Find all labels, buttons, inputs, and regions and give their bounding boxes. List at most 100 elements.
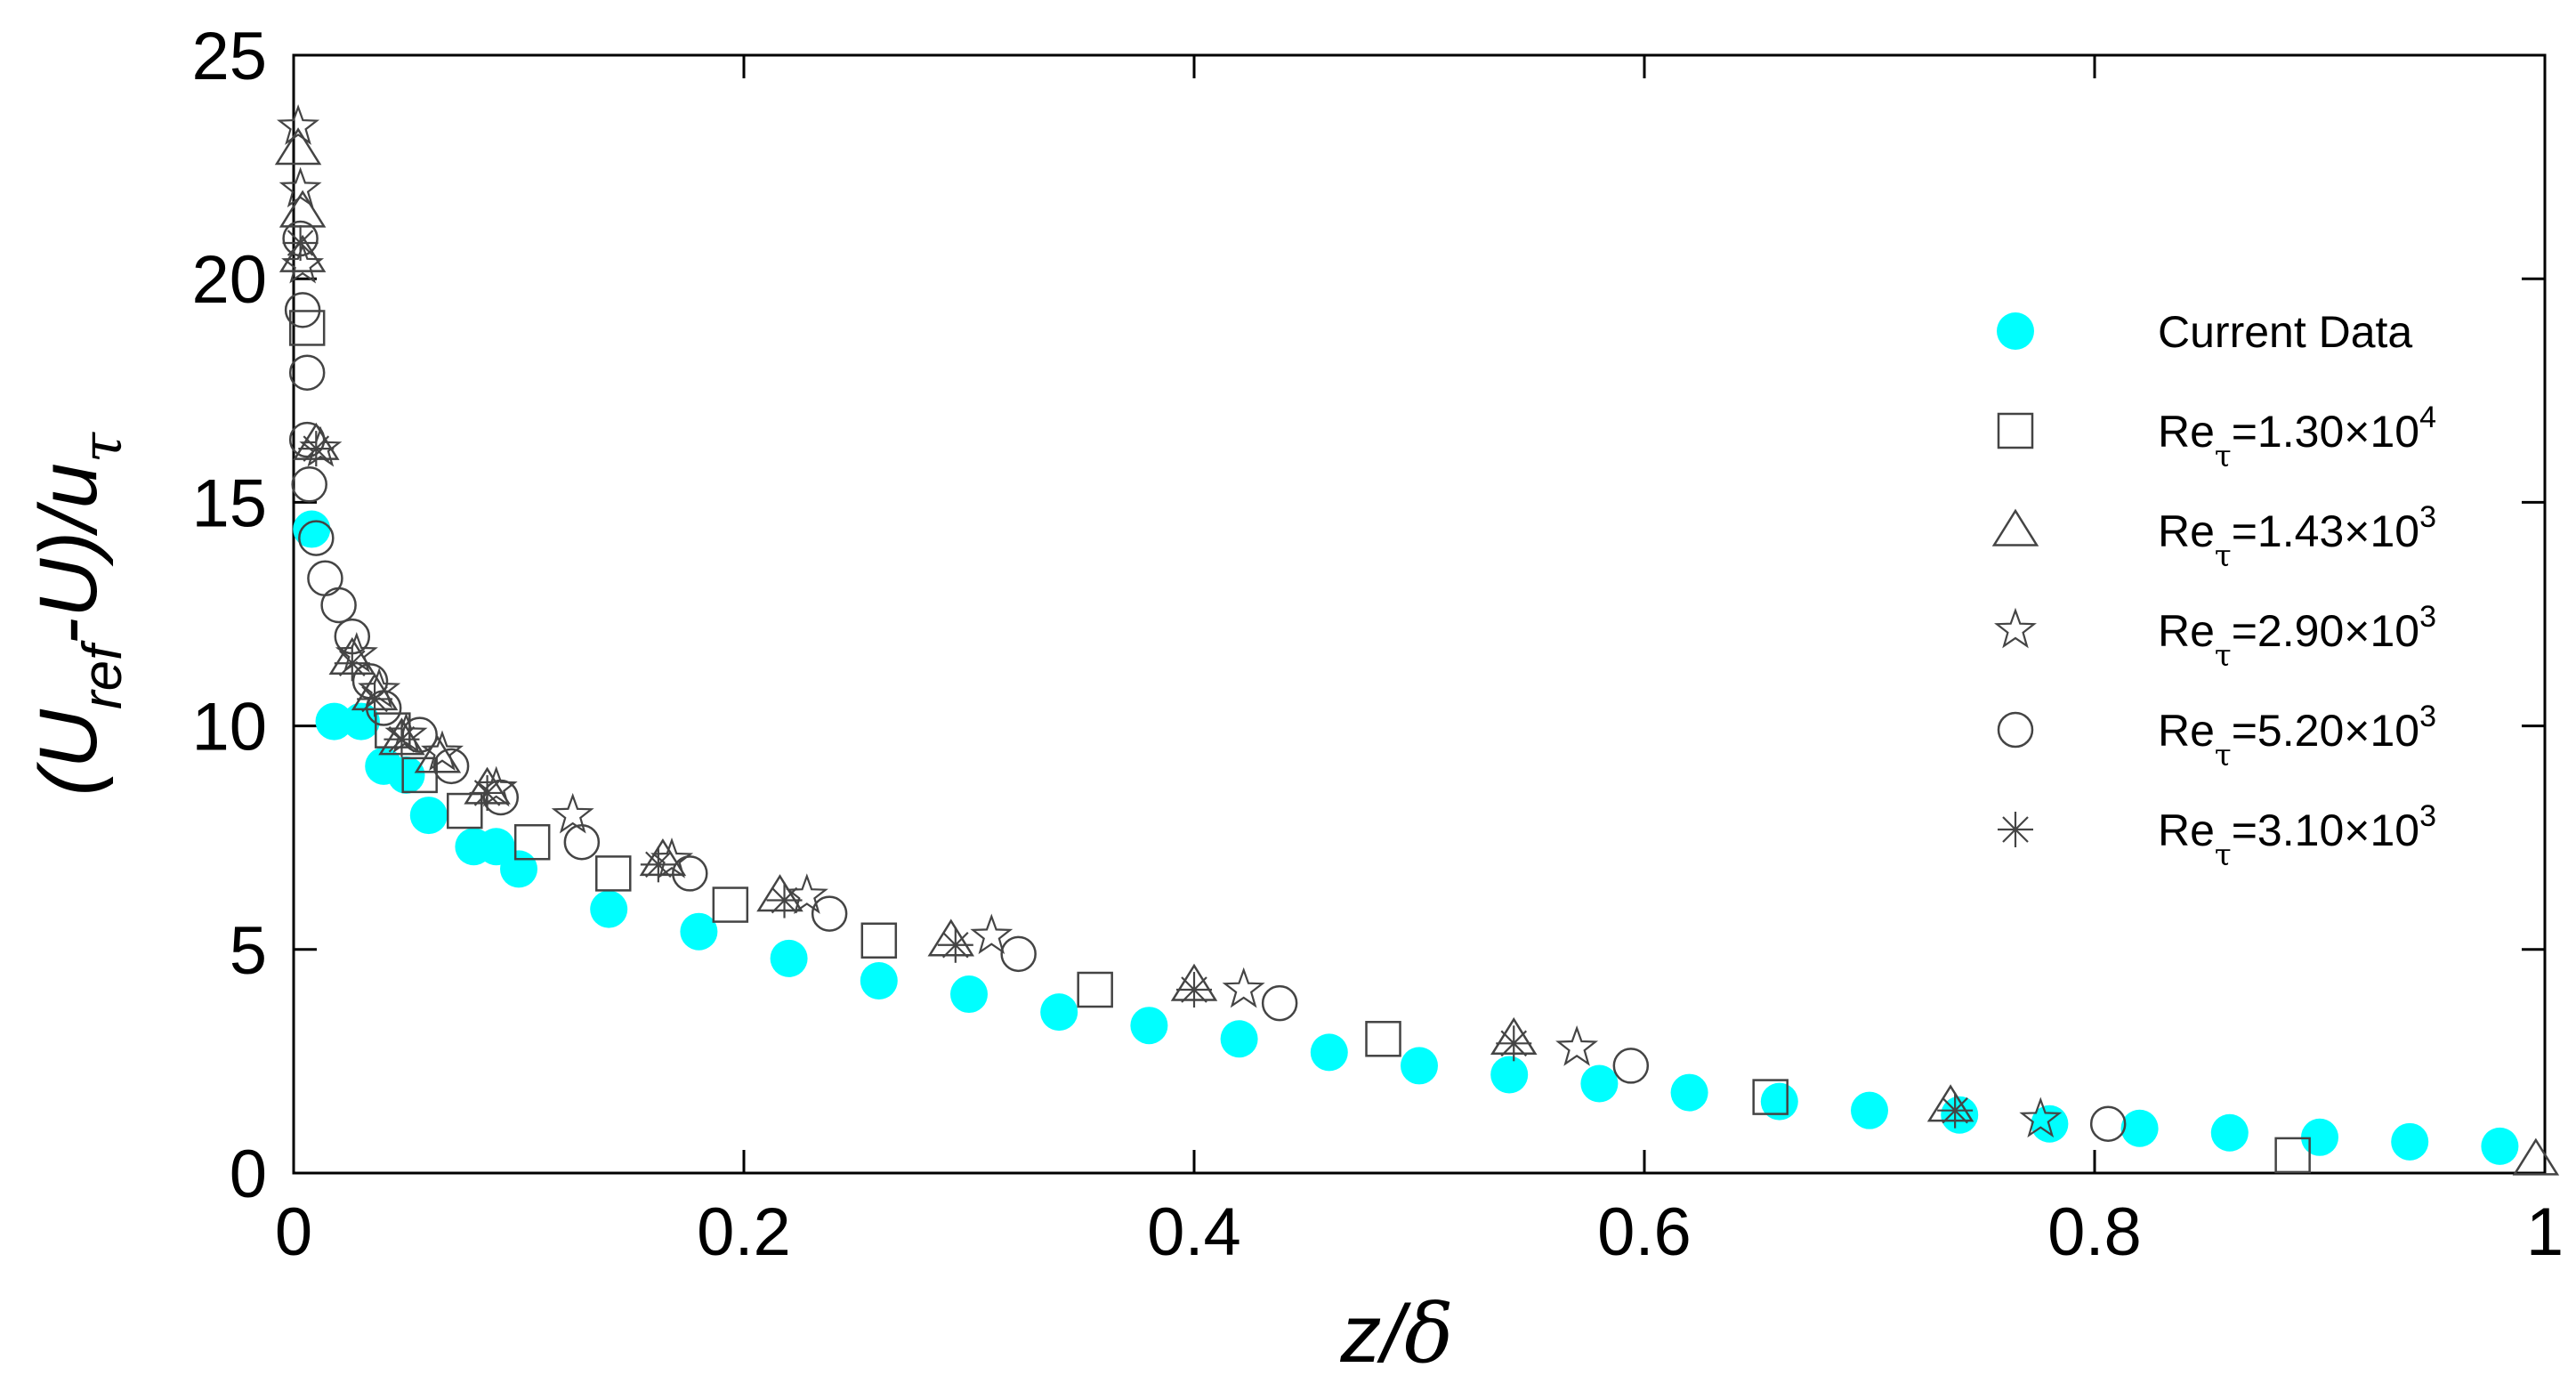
series-2 — [274, 127, 2560, 1176]
data-point — [950, 975, 988, 1014]
data-point — [500, 850, 537, 888]
data-point — [384, 721, 420, 757]
marker-stroke — [361, 685, 388, 713]
legend-label-exp: 3 — [2419, 600, 2436, 634]
marker-shape — [299, 425, 343, 467]
data-point — [315, 702, 353, 741]
legend-label-exp: 3 — [2419, 500, 2436, 534]
marker-shape — [1997, 412, 2034, 449]
marker-shape — [1310, 1033, 1348, 1072]
legend-label-name: Re — [2158, 706, 2215, 756]
legend-label: Reτ=5.20×103 — [2158, 700, 2436, 773]
legend: Current DataReτ=1.30×104Reτ=1.43×103Reτ=… — [1991, 307, 2436, 873]
marker-shape — [1490, 1056, 1529, 1094]
marker-shape — [785, 873, 828, 914]
marker-stroke — [287, 230, 314, 256]
legend-label: Current Data — [2158, 307, 2412, 357]
marker-stroke — [473, 780, 501, 806]
y-axis-label-part-b: -U)/u — [23, 463, 114, 644]
data-point — [421, 730, 464, 772]
data-point — [298, 520, 335, 556]
legend-label-exp: 3 — [2419, 700, 2436, 733]
marker-shape — [2089, 1105, 2127, 1142]
marker-shape — [1997, 711, 2034, 749]
marker-stroke — [942, 931, 969, 959]
data-point — [1670, 1073, 1708, 1112]
data-point — [277, 104, 320, 145]
data-point — [2512, 1137, 2560, 1176]
marker-shape — [970, 913, 1013, 955]
legend-label-sub: τ — [2215, 439, 2232, 474]
data-point — [299, 425, 343, 467]
data-point — [712, 886, 749, 923]
marker-shape — [1000, 935, 1037, 973]
marker-shape — [590, 890, 628, 928]
data-point — [2481, 1127, 2519, 1165]
data-point — [409, 797, 448, 835]
x-tick-label: 0 — [275, 1194, 312, 1270]
data-point — [860, 922, 898, 959]
legend-label-name: Re — [2158, 805, 2215, 855]
legend-label-value: =3.10×10 — [2232, 805, 2419, 855]
marker-shape — [291, 466, 327, 503]
marker-shape — [279, 190, 327, 228]
marker-shape — [1220, 1020, 1258, 1058]
data-point — [447, 792, 483, 830]
x-axis-label-greek: δ — [1404, 1286, 1453, 1381]
data-point — [1851, 1091, 1888, 1129]
legend-label-sub: τ — [2215, 738, 2232, 773]
marker-shape — [712, 886, 749, 923]
x-tick-label: 0.8 — [2047, 1194, 2142, 1270]
marker-shape — [421, 730, 464, 772]
data-point — [1555, 1025, 1599, 1066]
legend-label: Reτ=2.90×103 — [2158, 600, 2436, 674]
marker-shape — [1612, 1048, 1650, 1084]
data-point — [640, 846, 676, 883]
y-axis-label: (Uref-U)/uτ — [23, 431, 134, 796]
data-point — [970, 913, 1013, 955]
legend-marker — [1994, 607, 2037, 649]
data-point — [282, 225, 319, 262]
marker-shape — [1752, 1079, 1789, 1115]
marker-shape — [409, 797, 448, 835]
legend-label-sub: τ — [2215, 838, 2232, 873]
y-axis-label-sub-b: τ — [69, 431, 134, 463]
marker-shape — [432, 748, 470, 785]
data-point — [279, 190, 327, 228]
marker-shape — [284, 292, 321, 328]
series-3 — [277, 104, 2063, 1138]
data-point — [2274, 1137, 2311, 1174]
marker-shape — [320, 587, 357, 624]
legend-label-name: Re — [2158, 506, 2215, 556]
data-point — [766, 882, 803, 919]
marker-shape — [1997, 312, 2034, 350]
data-point — [291, 466, 327, 503]
legend-marker — [1997, 412, 2034, 449]
marker-shape — [1401, 1047, 1438, 1085]
marker-shape — [288, 310, 326, 346]
data-point — [414, 735, 462, 773]
data-point — [1401, 1047, 1438, 1085]
marker-shape — [342, 702, 380, 741]
marker-shape — [2512, 1137, 2560, 1176]
data-point — [482, 779, 520, 816]
data-point — [281, 242, 325, 284]
data-point — [432, 748, 470, 785]
marker-shape — [2210, 1113, 2249, 1152]
data-point — [1752, 1079, 1789, 1115]
data-point — [288, 354, 326, 391]
marker-shape — [860, 961, 898, 999]
legend-label-value: =2.90×10 — [2232, 606, 2419, 656]
marker-shape — [1991, 508, 2039, 546]
marker-stroke — [1500, 1030, 1528, 1057]
data-point — [284, 292, 321, 328]
marker-stroke — [339, 650, 366, 677]
data-point — [1580, 1064, 1619, 1103]
data-point — [320, 587, 357, 624]
plot-frame — [292, 53, 2547, 1175]
marker-shape — [1261, 984, 1298, 1022]
series-0 — [293, 510, 2519, 1165]
series-5 — [282, 225, 1974, 1129]
data-point — [307, 560, 343, 597]
